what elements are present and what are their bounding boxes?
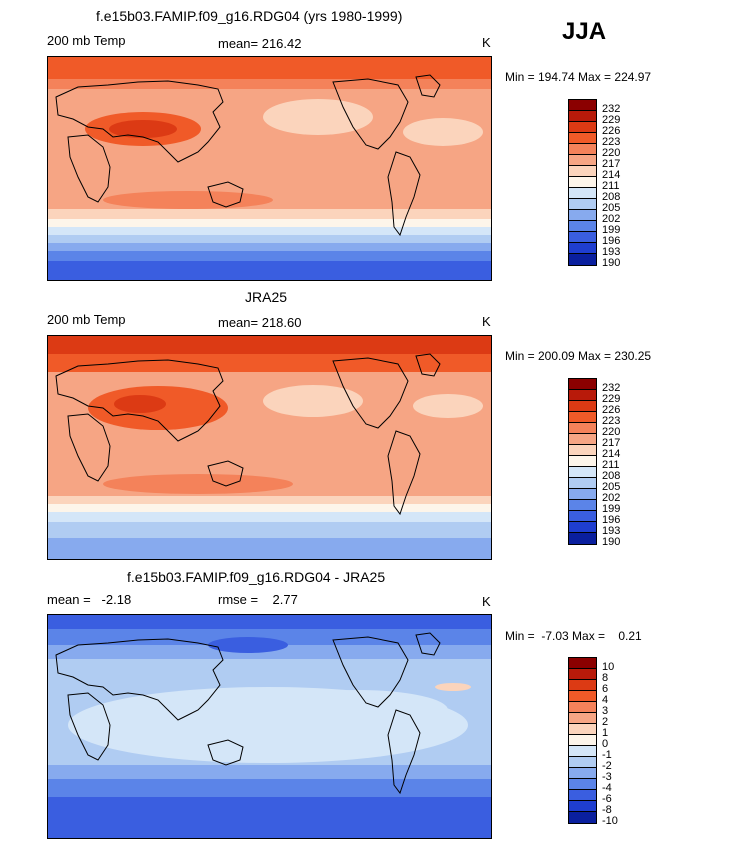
panel-3-colorbar-tick: 0 xyxy=(602,738,609,750)
panel-2-map xyxy=(47,335,492,560)
panel-3-colorbar-tick: 4 xyxy=(602,694,609,706)
panel-3-colorbar-tick: -2 xyxy=(602,760,612,772)
panel-2-title: JRA25 xyxy=(245,289,288,305)
panel-3-map xyxy=(47,614,492,839)
panel-3-colorbar-tick: 1 xyxy=(602,727,609,739)
panel-2-colorbar-tick: 226 xyxy=(602,404,621,416)
panel-2-variable-label: 200 mb Temp xyxy=(47,312,126,327)
panel-3-rmse-label: rmse = 2.77 xyxy=(218,592,298,607)
panel-2-colorbar-tick: 205 xyxy=(602,481,621,493)
panel-3-minmax: Min = -7.03 Max = 0.21 xyxy=(505,629,642,643)
panel-2-colorbar-tick: 217 xyxy=(602,437,621,449)
panel-1-colorbar-tick: 226 xyxy=(602,125,621,137)
panel-3-colorbar-tick: -10 xyxy=(602,815,618,827)
panel-3-colorbar-tick: -8 xyxy=(602,804,612,816)
panel-1-colorbar-tick: 208 xyxy=(602,191,621,203)
season-label: JJA xyxy=(562,18,607,45)
panel-3-mean-label: mean = -2.18 xyxy=(47,592,132,607)
panel-1-mean-label: mean= 216.42 xyxy=(218,36,302,51)
panel-2-colorbar-tick: 190 xyxy=(602,536,621,548)
panel-2-colorbar-tick: 193 xyxy=(602,525,621,537)
panel-3-colorbar xyxy=(568,657,597,824)
panel-1-colorbar-tick: 190 xyxy=(602,257,621,269)
panel-2-colorbar-tick: 214 xyxy=(602,448,621,460)
panel-1-minmax: Min = 194.74 Max = 224.97 xyxy=(505,70,652,84)
panel-3-units-label: K xyxy=(482,594,491,609)
panel-2-colorbar-tick: 211 xyxy=(602,459,620,471)
panel-1-variable-label: 200 mb Temp xyxy=(47,33,126,48)
panel-3-title: f.e15b03.FAMIP.f09_g16.RDG04 - JRA25 xyxy=(127,569,386,585)
panel-1-colorbar-tick: 232 xyxy=(602,103,621,115)
panel-2-colorbar-tick: 223 xyxy=(602,415,621,427)
panel-2-colorbar xyxy=(568,378,597,545)
panel-1-colorbar-tick: 214 xyxy=(602,169,621,181)
panel-2-colorbar-tick: 199 xyxy=(602,503,621,515)
panel-3-colorbar-tick: 8 xyxy=(602,672,609,684)
panel-2-colorbar-tick: 202 xyxy=(602,492,621,504)
panel-1-colorbar-tick: 199 xyxy=(602,224,621,236)
panel-2-colorbar-tick: 229 xyxy=(602,393,621,405)
panel-3-colorbar-tick: 3 xyxy=(602,705,609,717)
panel-1-colorbar-tick: 193 xyxy=(602,246,621,258)
panel-2-colorbar-tick: 232 xyxy=(602,382,621,394)
panel-2-colorbar-tick: 196 xyxy=(602,514,621,526)
panel-1-map xyxy=(47,56,492,281)
panel-1-colorbar xyxy=(568,99,597,266)
panel-3-colorbar-tick: 10 xyxy=(602,661,615,673)
panel-1-colorbar-tick: 220 xyxy=(602,147,621,159)
panel-1-colorbar-tick: 205 xyxy=(602,202,621,214)
panel-2-colorbar-tick: 220 xyxy=(602,426,621,438)
panel-3-colorbar-tick: -3 xyxy=(602,771,612,783)
panel-3-colorbar-tick: -1 xyxy=(602,749,612,761)
panel-3-colorbar-tick: -4 xyxy=(602,782,612,794)
panel-2-minmax: Min = 200.09 Max = 230.25 xyxy=(505,349,652,363)
panel-1-colorbar-tick: 196 xyxy=(602,235,621,247)
panel-1-colorbar-tick: 223 xyxy=(602,136,621,148)
panel-1-units-label: K xyxy=(482,35,491,50)
panel-3-colorbar-tick: -6 xyxy=(602,793,612,805)
panel-1-colorbar-tick: 202 xyxy=(602,213,621,225)
panel-3-colorbar-tick: 2 xyxy=(602,716,609,728)
panel-1-colorbar-tick: 217 xyxy=(602,158,621,170)
panel-1-colorbar-tick: 229 xyxy=(602,114,621,126)
panel-1-title: f.e15b03.FAMIP.f09_g16.RDG04 (yrs 1980-1… xyxy=(96,8,403,24)
panel-3-colorbar-tick: 6 xyxy=(602,683,609,695)
panel-2-colorbar-tick: 208 xyxy=(602,470,621,482)
panel-2-mean-label: mean= 218.60 xyxy=(218,315,302,330)
panel-1-colorbar-tick: 211 xyxy=(602,180,620,192)
panel-2-units-label: K xyxy=(482,314,491,329)
